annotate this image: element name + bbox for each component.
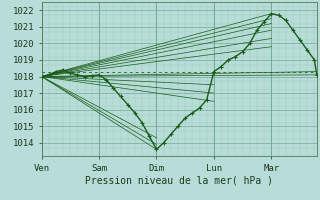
X-axis label: Pression niveau de la mer( hPa ): Pression niveau de la mer( hPa ) (85, 175, 273, 185)
